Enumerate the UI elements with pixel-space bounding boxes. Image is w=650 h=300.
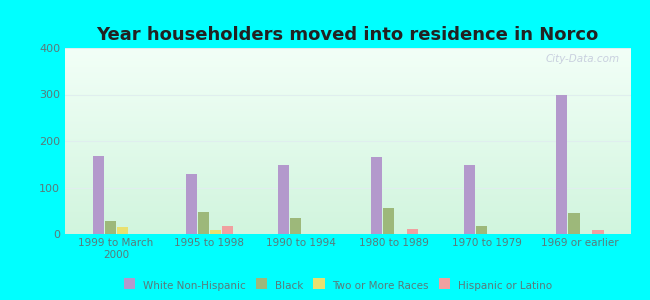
Title: Year householders moved into residence in Norco: Year householders moved into residence i… — [97, 26, 599, 44]
Bar — [476, 226, 487, 234]
Bar — [407, 229, 418, 234]
Bar — [593, 230, 604, 234]
Bar — [93, 156, 104, 234]
Bar — [556, 94, 567, 234]
Bar — [222, 226, 233, 234]
Text: City-Data.com: City-Data.com — [545, 54, 619, 64]
Bar — [371, 157, 382, 234]
Bar — [278, 165, 289, 234]
Bar — [117, 227, 128, 234]
Bar — [568, 213, 580, 234]
Bar — [383, 208, 394, 234]
Legend: White Non-Hispanic, Black, Two or More Races, Hispanic or Latino: White Non-Hispanic, Black, Two or More R… — [120, 277, 556, 295]
Bar — [291, 218, 302, 234]
Bar — [463, 165, 474, 234]
Bar — [105, 221, 116, 234]
Bar — [209, 230, 221, 234]
Bar — [198, 212, 209, 234]
Bar — [185, 175, 197, 234]
